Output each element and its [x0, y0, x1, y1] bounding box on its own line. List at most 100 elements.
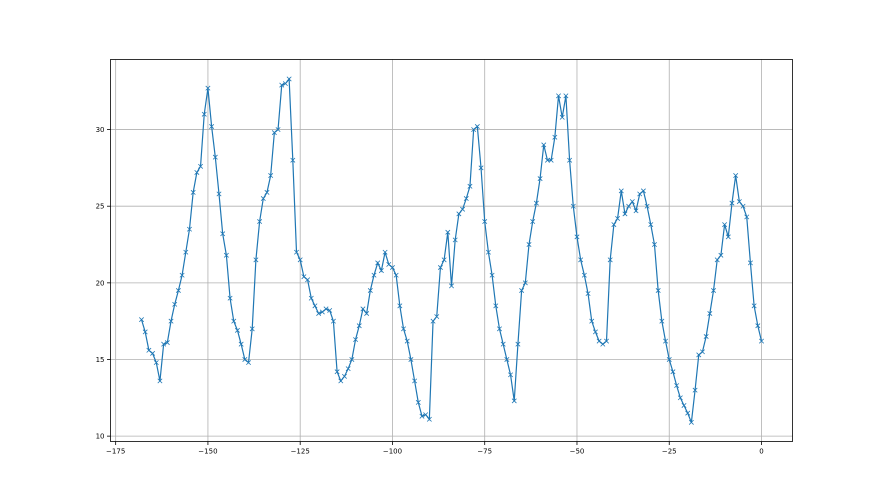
data-point-marker [696, 352, 702, 358]
data-point-marker [460, 206, 466, 212]
data-point-marker [500, 341, 506, 347]
data-point-marker [426, 416, 432, 422]
data-point-marker [412, 378, 418, 384]
data-point-marker [437, 265, 443, 270]
data-point-marker [227, 295, 233, 301]
data-point-marker [530, 219, 536, 225]
data-point-marker [563, 93, 569, 99]
data-point-marker [364, 311, 370, 316]
data-point-marker [674, 383, 680, 389]
y-tick-label: 10 [96, 433, 105, 441]
data-point-marker [504, 357, 510, 362]
data-point-marker [294, 249, 299, 255]
x-tick-label: −175 [106, 448, 125, 456]
data-point-marker [526, 242, 532, 248]
data-point-marker [367, 288, 373, 293]
data-point-marker [216, 191, 222, 197]
data-point-marker [279, 82, 285, 88]
data-point-marker [231, 318, 237, 324]
x-tick-label: −125 [291, 448, 310, 456]
data-point-marker [449, 283, 454, 289]
data-point-marker [648, 222, 654, 228]
data-point-marker [164, 340, 170, 346]
data-point-marker [496, 326, 502, 332]
data-point-marker [482, 219, 488, 225]
data-point-marker [183, 249, 189, 255]
data-point-marker [589, 318, 595, 324]
data-point-marker [729, 200, 735, 206]
data-point-marker [168, 318, 174, 324]
data-point-marker [485, 249, 491, 255]
series-path [140, 77, 763, 423]
y-tick-label: 30 [96, 126, 105, 134]
data-point-marker [544, 157, 550, 163]
data-point-marker [759, 338, 764, 344]
data-point-marker [604, 338, 609, 344]
data-point-marker [670, 369, 676, 375]
data-point-marker [644, 203, 650, 209]
data-point-marker [268, 173, 274, 179]
data-point-marker [567, 157, 573, 163]
data-point-marker [246, 360, 252, 366]
data-point-marker [338, 378, 344, 384]
y-tick-label: 15 [96, 356, 105, 364]
data-point-marker [419, 413, 425, 419]
x-tick-label: −75 [477, 448, 492, 456]
data-point-marker [714, 257, 720, 263]
x-tick-label: −50 [570, 448, 585, 456]
x-tick-label: −100 [383, 448, 402, 456]
data-point-marker [282, 81, 288, 87]
data-point-marker [404, 338, 410, 344]
data-point-marker [707, 311, 713, 316]
data-point-marker [139, 317, 144, 323]
data-point-marker [353, 337, 359, 343]
data-point-marker [578, 257, 584, 263]
data-point-marker [622, 211, 628, 217]
data-point-marker [286, 76, 292, 82]
data-point-marker [474, 124, 480, 129]
data-point-marker [740, 203, 746, 209]
data-point-marker [522, 280, 528, 286]
data-point-marker [389, 265, 395, 270]
data-point-marker [626, 203, 632, 209]
data-point-marker [323, 306, 329, 312]
data-point-marker [633, 208, 639, 214]
data-point-marker [371, 272, 377, 278]
data-point-marker [201, 111, 207, 117]
data-point-marker [257, 219, 263, 225]
data-point-marker [175, 288, 181, 293]
data-point-marker [209, 124, 215, 129]
data-point-marker [415, 399, 421, 405]
data-point-marker [179, 272, 185, 278]
data-point-marker [666, 357, 672, 362]
data-point-marker [637, 191, 643, 197]
data-point-marker [186, 226, 192, 232]
data-point-marker [445, 229, 451, 235]
data-point-marker [271, 130, 277, 136]
data-point-marker [290, 157, 296, 163]
data-point-marker [198, 163, 204, 169]
data-point-marker [471, 127, 477, 133]
data-point-marker [452, 237, 458, 243]
data-point-marker [515, 341, 521, 347]
data-point-marker [655, 288, 661, 293]
data-point-marker [703, 334, 709, 339]
data-point-marker [744, 214, 750, 220]
y-tick-label: 20 [96, 279, 105, 287]
grid [110, 59, 793, 442]
data-point-marker [153, 360, 159, 366]
data-point-marker [360, 306, 366, 312]
data-point-marker [275, 127, 281, 133]
y-tick-label: 25 [96, 203, 105, 211]
data-point-marker [305, 277, 311, 283]
data-point-marker [552, 134, 558, 140]
data-point-marker [386, 261, 392, 267]
data-point-marker [699, 349, 705, 355]
data-point-marker [356, 323, 362, 329]
data-point-marker [423, 412, 429, 418]
data-point-marker [574, 234, 580, 240]
data-point-marker [722, 222, 728, 228]
data-point-marker [334, 369, 340, 375]
data-point-marker [519, 288, 525, 293]
